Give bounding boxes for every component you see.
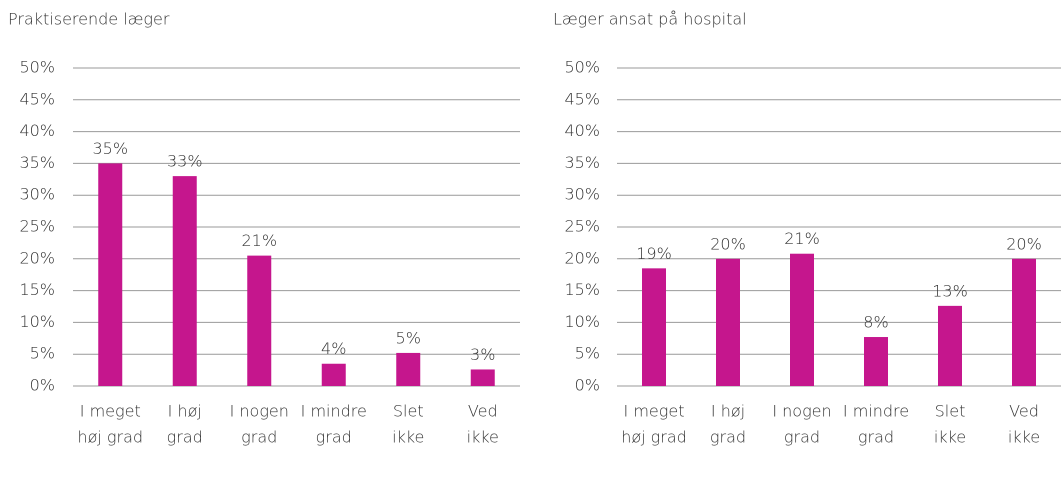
- y-tick-label: 50%: [19, 58, 55, 77]
- value-label: 20%: [710, 234, 746, 253]
- bar: [98, 163, 123, 386]
- x-tick-label: høj grad: [77, 428, 143, 447]
- x-tick-label: Ved: [468, 402, 498, 421]
- x-tick-label: ikke: [1008, 428, 1040, 447]
- x-tick-label: I mindre: [301, 402, 367, 421]
- y-tick-label: 40%: [19, 121, 55, 140]
- x-tick-label: grad: [858, 428, 894, 447]
- x-tick-label: Slet: [935, 402, 966, 421]
- x-tick-label: grad: [316, 428, 352, 447]
- y-tick-label: 5%: [30, 344, 55, 363]
- x-tick-label: Ved: [1009, 402, 1039, 421]
- bar: [642, 268, 666, 386]
- y-tick-label: 30%: [19, 185, 55, 204]
- y-tick-label: 30%: [564, 185, 600, 204]
- x-tick-label: grad: [241, 428, 277, 447]
- x-tick-label: ikke: [934, 428, 966, 447]
- value-label: 35%: [92, 139, 128, 158]
- value-label: 4%: [321, 339, 346, 358]
- y-tick-label: 20%: [19, 248, 55, 267]
- y-tick-label: 35%: [564, 153, 600, 172]
- y-tick-label: 25%: [564, 217, 600, 236]
- chart-title: Praktiserende læger: [8, 10, 170, 29]
- x-tick-label: grad: [784, 428, 820, 447]
- value-label: 21%: [241, 231, 277, 250]
- y-tick-label: 45%: [19, 89, 55, 108]
- y-tick-label: 0%: [575, 376, 600, 395]
- y-tick-label: 15%: [19, 280, 55, 299]
- bar: [247, 255, 272, 386]
- bar: [1012, 258, 1036, 386]
- bar: [790, 253, 814, 386]
- bar: [396, 352, 421, 386]
- bar: [172, 176, 197, 386]
- bar: [716, 258, 740, 386]
- bar: [864, 337, 888, 386]
- x-tick-label: I meget: [80, 402, 141, 421]
- value-label: 20%: [1006, 234, 1042, 253]
- y-tick-label: 15%: [564, 280, 600, 299]
- x-tick-label: grad: [167, 428, 203, 447]
- x-tick-label: Slet: [393, 402, 424, 421]
- value-label: 33%: [167, 152, 203, 171]
- x-tick-label: I meget: [624, 402, 685, 421]
- y-tick-label: 25%: [19, 217, 55, 236]
- x-tick-label: I høj: [168, 402, 202, 421]
- y-tick-label: 50%: [564, 58, 600, 77]
- y-tick-label: 10%: [19, 312, 55, 331]
- value-label: 13%: [932, 281, 968, 300]
- y-tick-label: 10%: [564, 312, 600, 331]
- y-tick-label: 45%: [564, 89, 600, 108]
- y-tick-label: 40%: [564, 121, 600, 140]
- x-tick-label: grad: [710, 428, 746, 447]
- y-tick-label: 35%: [19, 153, 55, 172]
- value-label: 21%: [784, 229, 820, 248]
- x-tick-label: I nogen: [772, 402, 831, 421]
- chart-title: Læger ansat på hospital: [553, 10, 747, 29]
- x-tick-label: ikke: [467, 428, 499, 447]
- x-tick-label: I nogen: [230, 402, 289, 421]
- value-label: 19%: [636, 244, 672, 263]
- y-tick-label: 0%: [30, 376, 55, 395]
- x-tick-label: ikke: [392, 428, 424, 447]
- value-label: 5%: [396, 328, 421, 347]
- value-label: 8%: [863, 313, 888, 332]
- x-tick-label: I mindre: [843, 402, 909, 421]
- x-tick-label: høj grad: [621, 428, 687, 447]
- y-tick-label: 20%: [564, 248, 600, 267]
- y-tick-label: 5%: [575, 344, 600, 363]
- value-label: 3%: [470, 345, 495, 364]
- x-tick-label: I høj: [711, 402, 745, 421]
- bar: [321, 363, 346, 386]
- bar: [470, 369, 495, 386]
- bar: [938, 305, 962, 386]
